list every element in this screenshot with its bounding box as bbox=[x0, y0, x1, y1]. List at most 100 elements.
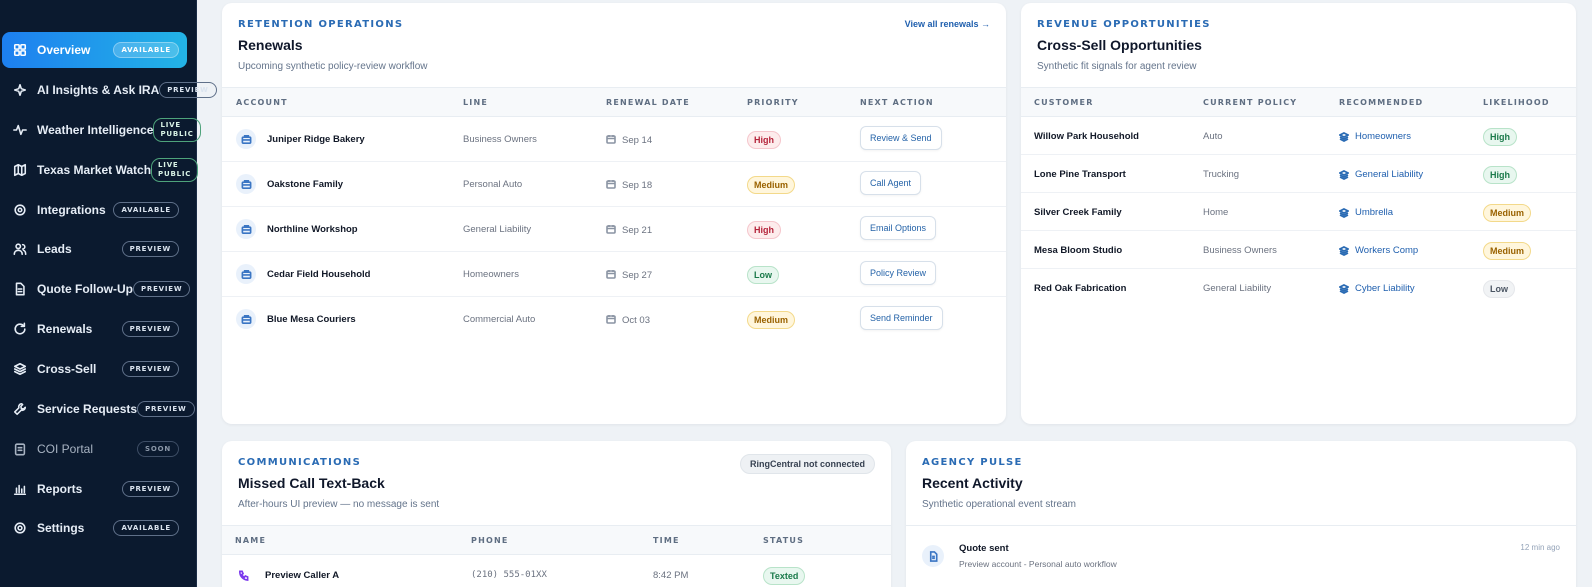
column-header: TIME bbox=[653, 536, 680, 545]
card-subtitle: Synthetic fit signals for agent review bbox=[1037, 61, 1197, 72]
email-options-button[interactable]: Email Options bbox=[860, 216, 937, 240]
policy-line: General Liability bbox=[463, 224, 532, 235]
table-row[interactable]: Cedar Field Household Homeowners Sep 27 … bbox=[222, 252, 1006, 297]
sidebar-item-settings[interactable]: Settings AVAILABLE bbox=[2, 510, 187, 546]
briefcase-icon bbox=[236, 264, 256, 284]
layers-icon bbox=[1339, 169, 1349, 180]
sidebar-item-label: Cross-Sell bbox=[37, 362, 97, 376]
sidebar-item-renewals[interactable]: Renewals PREVIEW bbox=[2, 311, 187, 347]
badge-line: PUBLIC bbox=[160, 130, 194, 138]
briefcase-icon bbox=[236, 219, 256, 239]
sidebar-item-label: COI Portal bbox=[37, 442, 94, 456]
policy-review-button[interactable]: Policy Review bbox=[860, 261, 937, 285]
call-agent-button[interactable]: Call Agent bbox=[860, 171, 922, 195]
briefcase-icon bbox=[236, 309, 256, 329]
column-header: PRIORITY bbox=[747, 98, 799, 107]
section-eyebrow: RETENTION OPERATIONS bbox=[238, 19, 404, 30]
calendar-icon bbox=[606, 180, 616, 189]
table-row[interactable]: Juniper Ridge Bakery Business Owners Sep… bbox=[222, 117, 1006, 162]
recommended-label: Workers Comp bbox=[1355, 245, 1419, 256]
status-badge: AVAILABLE bbox=[113, 42, 179, 58]
recommended-product[interactable]: Homeowners bbox=[1339, 131, 1411, 142]
sidebar-item-cross-sell[interactable]: Cross-Sell PREVIEW bbox=[2, 351, 187, 387]
account-name: Blue Mesa Couriers bbox=[267, 314, 356, 325]
view-all-renewals-link[interactable]: View all renewals → bbox=[904, 19, 990, 29]
account-name: Oakstone Family bbox=[267, 179, 344, 190]
recommended-label: Umbrella bbox=[1355, 207, 1394, 218]
likelihood-badge: High bbox=[1483, 166, 1517, 184]
calendar-icon bbox=[606, 135, 616, 144]
section-eyebrow: COMMUNICATIONS bbox=[238, 457, 362, 468]
activity-item[interactable]: Quote sent Preview account - Personal au… bbox=[906, 541, 1576, 585]
section-eyebrow: AGENCY PULSE bbox=[922, 457, 1023, 468]
current-policy: Business Owners bbox=[1203, 245, 1277, 256]
calendar-icon bbox=[606, 315, 616, 324]
recommended-label: Homeowners bbox=[1355, 131, 1411, 142]
table-header: NAME PHONE TIME STATUS bbox=[222, 525, 891, 555]
status-badge: SOON bbox=[136, 441, 179, 457]
sidebar-item-service-requests[interactable]: Service Requests PREVIEW bbox=[2, 391, 195, 427]
recommended-product[interactable]: Cyber Liability bbox=[1339, 283, 1415, 294]
recommended-product[interactable]: Workers Comp bbox=[1339, 245, 1418, 256]
renewal-date-text: Sep 18 bbox=[622, 180, 653, 191]
account-name: Northline Workshop bbox=[267, 224, 358, 235]
sidebar-item-ai-insights[interactable]: AI Insights & Ask IRA PREVIEW bbox=[2, 72, 217, 108]
sidebar-item-label: Weather Intelligence bbox=[37, 123, 154, 137]
card-title: Missed Call Text-Back bbox=[238, 475, 385, 491]
policy-line: Personal Auto bbox=[463, 179, 523, 190]
badge-line: LIVE bbox=[158, 161, 179, 169]
card-subtitle: After-hours UI preview — no message is s… bbox=[238, 499, 440, 510]
sidebar-item-quote-follow-up[interactable]: Quote Follow-Up PREVIEW bbox=[2, 271, 191, 307]
table-row[interactable]: Preview Caller A (210) 555-01XX 8:42 PM … bbox=[222, 555, 891, 587]
sidebar-item-coi-portal[interactable]: COI Portal SOON bbox=[2, 431, 187, 467]
table-row[interactable]: Oakstone Family Personal Auto Sep 18 Med… bbox=[222, 162, 1006, 207]
document-icon bbox=[12, 281, 28, 297]
sidebar-item-label: Overview bbox=[37, 43, 91, 57]
likelihood-badge: Medium bbox=[1483, 204, 1532, 222]
activity-title: Quote sent bbox=[959, 543, 1009, 554]
table-row[interactable]: Mesa Bloom Studio Business Owners Worker… bbox=[1021, 231, 1576, 269]
layers-icon bbox=[1339, 245, 1349, 256]
badge-line: LIVE bbox=[160, 121, 181, 129]
status-badge: PREVIEW bbox=[121, 361, 179, 377]
renewal-date: Sep 14 bbox=[606, 134, 652, 146]
customer-name: Willow Park Household bbox=[1034, 131, 1139, 142]
wrench-icon bbox=[12, 401, 28, 417]
sidebar-item-label: Texas Market Watch bbox=[37, 163, 152, 177]
cross-sell-card: REVENUE OPPORTUNITIES Cross-Sell Opportu… bbox=[1021, 3, 1576, 424]
table-row[interactable]: Silver Creek Family Home Umbrella Medium bbox=[1021, 193, 1576, 231]
sidebar-item-label: Integrations bbox=[37, 203, 106, 217]
sidebar-item-reports[interactable]: Reports PREVIEW bbox=[2, 471, 187, 507]
sidebar: Overview AVAILABLE AI Insights & Ask IRA… bbox=[0, 0, 217, 587]
card-title: Renewals bbox=[238, 37, 303, 53]
status-badge: AVAILABLE bbox=[113, 202, 179, 218]
table-row[interactable]: Lone Pine Transport Trucking General Lia… bbox=[1021, 155, 1576, 193]
phone-missed-icon bbox=[238, 570, 249, 584]
divider bbox=[906, 525, 1576, 526]
review-send-button[interactable]: Review & Send bbox=[860, 126, 942, 150]
sidebar-item-label: Renewals bbox=[37, 322, 93, 336]
status-badge: AVAILABLE bbox=[113, 520, 179, 536]
card-subtitle: Synthetic operational event stream bbox=[922, 499, 1076, 510]
clipboard-icon bbox=[12, 441, 28, 457]
table-row[interactable]: Red Oak Fabrication General Liability Cy… bbox=[1021, 269, 1576, 307]
sidebar-item-label: Reports bbox=[37, 482, 83, 496]
card-subtitle: Upcoming synthetic policy-review workflo… bbox=[238, 61, 428, 72]
policy-line: Business Owners bbox=[463, 134, 537, 145]
column-header: STATUS bbox=[763, 536, 805, 545]
table-row[interactable]: Northline Workshop General Liability Sep… bbox=[222, 207, 1006, 252]
column-header: LIKELIHOOD bbox=[1483, 98, 1550, 107]
sidebar-item-weather-intelligence[interactable]: Weather Intelligence LIVE PUBLIC bbox=[2, 112, 201, 148]
send-reminder-button[interactable]: Send Reminder bbox=[860, 306, 943, 330]
renewal-date: Sep 18 bbox=[606, 179, 652, 191]
sidebar-item-overview[interactable]: Overview AVAILABLE bbox=[2, 32, 187, 68]
sidebar-item-texas-market-watch[interactable]: Texas Market Watch LIVE PUBLIC bbox=[2, 152, 199, 188]
sidebar-item-integrations[interactable]: Integrations AVAILABLE bbox=[2, 192, 187, 228]
table-row[interactable]: Blue Mesa Couriers Commercial Auto Oct 0… bbox=[222, 297, 1006, 342]
recommended-product[interactable]: General Liability bbox=[1339, 169, 1423, 180]
recommended-product[interactable]: Umbrella bbox=[1339, 207, 1393, 218]
table-row[interactable]: Willow Park Household Auto Homeowners Hi… bbox=[1021, 117, 1576, 155]
priority-badge: High bbox=[747, 221, 781, 239]
sidebar-item-leads[interactable]: Leads PREVIEW bbox=[2, 231, 187, 267]
policy-line: Commercial Auto bbox=[463, 314, 536, 325]
